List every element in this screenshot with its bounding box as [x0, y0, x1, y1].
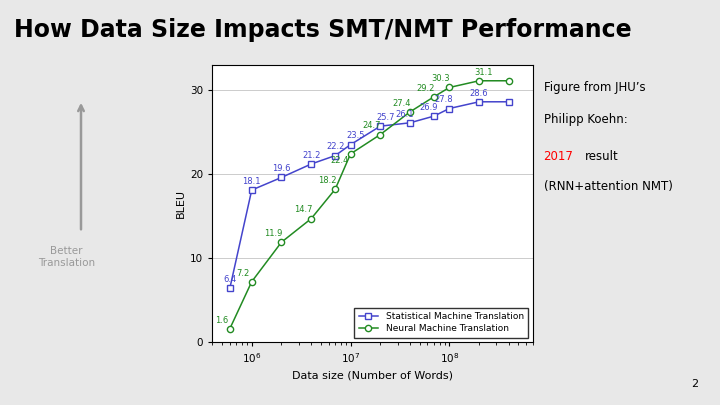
Neural Machine Translation: [307, 216, 315, 221]
Neural Machine Translation: [376, 132, 384, 137]
Neural Machine Translation: [405, 109, 414, 114]
Statistical Machine Translation: [307, 162, 315, 166]
Text: 27.8: 27.8: [434, 95, 453, 104]
Neural Machine Translation: [346, 151, 355, 156]
Text: 14.7: 14.7: [294, 205, 312, 215]
Y-axis label: BLEU: BLEU: [176, 189, 186, 218]
Text: 30.3: 30.3: [432, 75, 450, 83]
Statistical Machine Translation: [248, 188, 256, 192]
Text: (RNN+attention NMT): (RNN+attention NMT): [544, 180, 672, 193]
Text: 22.2: 22.2: [326, 143, 344, 151]
Text: 25.7: 25.7: [377, 113, 395, 122]
Text: Figure from JHU’s: Figure from JHU’s: [544, 81, 645, 94]
Text: 28.6: 28.6: [469, 89, 488, 98]
Text: 2017: 2017: [544, 150, 573, 163]
Statistical Machine Translation: [474, 99, 483, 104]
Statistical Machine Translation: [376, 124, 384, 129]
Text: 18.1: 18.1: [243, 177, 261, 186]
Statistical Machine Translation: [445, 106, 454, 111]
Text: Better
Translation: Better Translation: [37, 246, 95, 268]
Neural Machine Translation: [225, 326, 234, 331]
Neural Machine Translation: [277, 240, 286, 245]
Text: 29.2: 29.2: [416, 83, 435, 93]
Statistical Machine Translation: [225, 286, 234, 291]
Statistical Machine Translation: [346, 142, 355, 147]
Text: 18.2: 18.2: [318, 176, 336, 185]
Text: 26.1: 26.1: [395, 110, 414, 119]
Statistical Machine Translation: [331, 153, 340, 158]
Text: 6.4: 6.4: [223, 275, 236, 284]
Text: 27.4: 27.4: [392, 99, 411, 108]
Neural Machine Translation: [474, 78, 483, 83]
Text: 11.9: 11.9: [264, 229, 282, 238]
Text: 7.2: 7.2: [237, 269, 250, 277]
Text: 19.6: 19.6: [272, 164, 291, 173]
Neural Machine Translation: [248, 279, 256, 284]
Text: Philipp Koehn:: Philipp Koehn:: [544, 113, 627, 126]
Statistical Machine Translation: [505, 99, 513, 104]
Neural Machine Translation: [445, 85, 454, 90]
Neural Machine Translation: [430, 94, 438, 99]
Text: 31.1: 31.1: [474, 68, 492, 77]
Statistical Machine Translation: [405, 120, 414, 125]
Text: result: result: [585, 150, 619, 163]
Line: Neural Machine Translation: Neural Machine Translation: [227, 78, 512, 332]
Text: 22.4: 22.4: [330, 156, 348, 165]
Text: 26.9: 26.9: [419, 103, 438, 112]
Text: 2: 2: [691, 379, 698, 389]
Legend: Statistical Machine Translation, Neural Machine Translation: Statistical Machine Translation, Neural …: [354, 307, 528, 338]
X-axis label: Data size (Number of Words): Data size (Number of Words): [292, 371, 453, 381]
Line: Statistical Machine Translation: Statistical Machine Translation: [227, 99, 512, 292]
Text: 1.6: 1.6: [215, 315, 228, 324]
Text: 23.5: 23.5: [347, 132, 365, 141]
Text: 21.2: 21.2: [302, 151, 320, 160]
Neural Machine Translation: [505, 78, 513, 83]
Statistical Machine Translation: [277, 175, 286, 180]
Text: How Data Size Impacts SMT/NMT Performance: How Data Size Impacts SMT/NMT Performanc…: [14, 18, 632, 42]
Text: 24.7: 24.7: [363, 122, 381, 130]
Statistical Machine Translation: [430, 114, 438, 119]
Neural Machine Translation: [331, 187, 340, 192]
